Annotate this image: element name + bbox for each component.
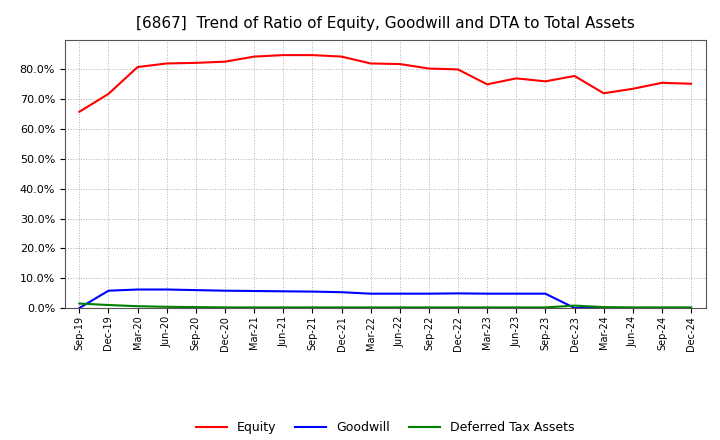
Goodwill (512, 291, 521, 296)
Equity (599, 91, 608, 96)
Equity (133, 64, 142, 70)
Deferred Tax Assets (75, 301, 84, 306)
Goodwill (163, 287, 171, 292)
Deferred Tax Assets (220, 305, 229, 310)
Equity (279, 52, 287, 58)
Equity (220, 59, 229, 64)
Equity (192, 60, 200, 66)
Goodwill (366, 291, 375, 296)
Equity (629, 86, 637, 92)
Goodwill (220, 288, 229, 293)
Equity (250, 54, 258, 59)
Deferred Tax Assets (512, 305, 521, 310)
Goodwill (192, 287, 200, 293)
Deferred Tax Assets (104, 302, 113, 308)
Goodwill (308, 289, 317, 294)
Goodwill (279, 289, 287, 294)
Deferred Tax Assets (366, 305, 375, 310)
Line: Deferred Tax Assets: Deferred Tax Assets (79, 304, 691, 308)
Goodwill (395, 291, 404, 296)
Goodwill (337, 290, 346, 295)
Goodwill (454, 291, 462, 296)
Equity (75, 109, 84, 114)
Goodwill (425, 291, 433, 296)
Line: Goodwill: Goodwill (79, 290, 691, 308)
Equity (337, 54, 346, 59)
Equity (395, 62, 404, 67)
Goodwill (104, 288, 113, 293)
Equity (366, 61, 375, 66)
Deferred Tax Assets (454, 305, 462, 310)
Deferred Tax Assets (541, 305, 550, 310)
Equity (454, 67, 462, 72)
Deferred Tax Assets (570, 303, 579, 308)
Goodwill (133, 287, 142, 292)
Equity (657, 80, 666, 85)
Legend: Equity, Goodwill, Deferred Tax Assets: Equity, Goodwill, Deferred Tax Assets (191, 416, 580, 439)
Deferred Tax Assets (687, 305, 696, 310)
Equity (512, 76, 521, 81)
Deferred Tax Assets (483, 305, 492, 310)
Title: [6867]  Trend of Ratio of Equity, Goodwill and DTA to Total Assets: [6867] Trend of Ratio of Equity, Goodwil… (136, 16, 634, 32)
Deferred Tax Assets (250, 305, 258, 310)
Equity (308, 52, 317, 58)
Deferred Tax Assets (308, 305, 317, 310)
Line: Equity: Equity (79, 55, 691, 112)
Equity (104, 91, 113, 96)
Goodwill (250, 288, 258, 293)
Equity (541, 79, 550, 84)
Deferred Tax Assets (133, 304, 142, 309)
Equity (483, 82, 492, 87)
Goodwill (629, 305, 637, 311)
Goodwill (570, 305, 579, 311)
Equity (570, 73, 579, 79)
Deferred Tax Assets (337, 305, 346, 310)
Equity (425, 66, 433, 71)
Deferred Tax Assets (657, 305, 666, 310)
Deferred Tax Assets (192, 304, 200, 310)
Goodwill (541, 291, 550, 296)
Deferred Tax Assets (599, 304, 608, 310)
Equity (687, 81, 696, 86)
Goodwill (75, 305, 84, 311)
Deferred Tax Assets (395, 305, 404, 310)
Equity (163, 61, 171, 66)
Goodwill (657, 305, 666, 311)
Goodwill (687, 305, 696, 311)
Goodwill (483, 291, 492, 296)
Goodwill (599, 305, 608, 311)
Deferred Tax Assets (163, 304, 171, 309)
Deferred Tax Assets (629, 305, 637, 310)
Deferred Tax Assets (425, 305, 433, 310)
Deferred Tax Assets (279, 305, 287, 310)
